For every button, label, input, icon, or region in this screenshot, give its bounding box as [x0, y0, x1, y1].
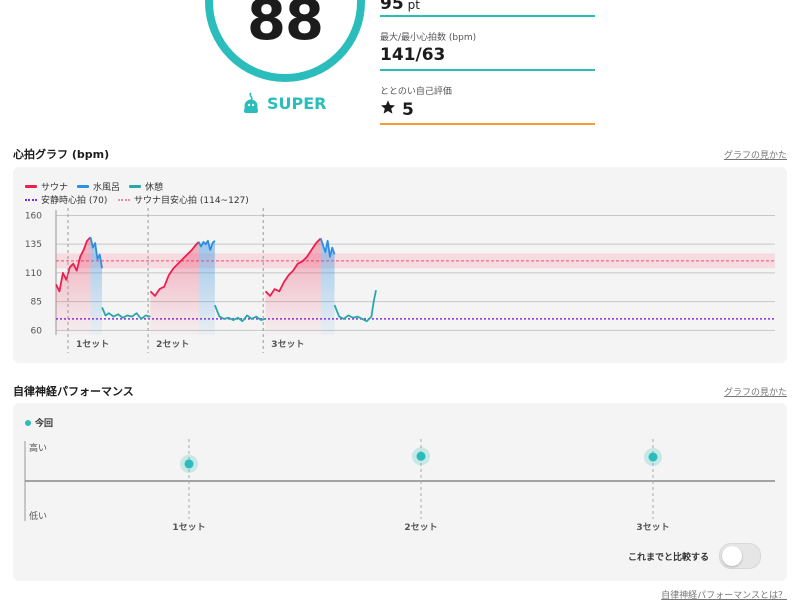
rest-series-line — [333, 289, 377, 323]
compare-label: これまでと比較する — [627, 553, 709, 563]
dot-icon — [25, 419, 31, 426]
sauna-series-line — [55, 236, 92, 293]
legend-resting-hr: 安静時心拍 (70) — [25, 193, 107, 206]
max-min-hr-value: 141/63 — [380, 45, 446, 65]
x-category-label: 3セット — [636, 522, 669, 533]
sauna-area — [56, 237, 91, 335]
stat-divider — [380, 15, 595, 17]
ans-title: 自律神経パフォーマンス — [13, 385, 134, 398]
rest-series-line — [214, 304, 266, 323]
y-tick-label: 160 — [25, 211, 42, 221]
y-label-high: 高い — [29, 442, 47, 454]
ans-help-link[interactable]: グラフの見かた — [723, 388, 787, 398]
y-tick-label: 60 — [31, 326, 43, 336]
y-tick-label: 85 — [31, 298, 42, 308]
data-point — [416, 451, 426, 461]
rank-badge: SUPER — [241, 92, 327, 114]
x-category-label: 1セット — [172, 522, 205, 533]
hr-graph-card: サウナ 水風呂 休憩 安静時心拍 (70) サウナ目安心拍 (114~127) … — [13, 167, 787, 363]
sauna-area — [265, 238, 321, 335]
total-score: 88 — [247, 0, 324, 53]
compare-toggle[interactable] — [719, 543, 761, 569]
legend-water: 水風呂 — [77, 180, 120, 193]
x-category-label: 2セット — [404, 522, 437, 533]
stat-divider — [380, 123, 595, 125]
y-tick-label: 135 — [25, 240, 42, 250]
water-series-line — [319, 238, 336, 258]
water-series-line — [197, 239, 216, 251]
hr-graph-title: 心拍グラフ (bpm) — [13, 148, 110, 161]
hr-chart: 160 135 110 85 60 1セット 2セット 3セット — [25, 208, 775, 353]
score-points-value: 95 — [380, 0, 404, 14]
star-icon — [380, 99, 396, 120]
sauna-area — [150, 241, 199, 335]
legend-current: 今回 — [25, 416, 53, 429]
max-min-hr-label: 最大/最小心拍数 (bpm) — [380, 33, 477, 43]
legend-rest: 休憩 — [129, 180, 163, 193]
sauna-series-line — [264, 237, 322, 297]
sauna-stone-icon — [241, 92, 261, 114]
self-rating: 5 — [380, 99, 414, 120]
stat-divider — [380, 69, 595, 71]
set-label: 2セット — [156, 339, 189, 350]
score-points: 95 pt — [380, 0, 420, 14]
sauna-series-line — [149, 241, 200, 297]
ans-card: 今回 高い低い 1セット 2セット 3セット これまでと比較する — [13, 403, 787, 581]
legend-sauna: サウナ — [25, 180, 68, 193]
data-point — [648, 452, 658, 462]
y-label-low: 低い — [29, 510, 47, 522]
sauna-target-band — [56, 253, 775, 269]
set-label: 3セット — [271, 339, 304, 350]
water-series-line — [89, 237, 103, 269]
data-point — [184, 459, 194, 469]
self-rating-label: ととのい自己評価 — [380, 87, 452, 97]
hr-graph-help-link[interactable]: グラフの見かた — [723, 151, 787, 161]
score-points-unit: pt — [407, 0, 420, 12]
legend-sauna-target: サウナ目安心拍 (114~127) — [118, 193, 249, 206]
water-area — [198, 240, 215, 335]
water-area — [90, 237, 103, 335]
water-area — [320, 238, 335, 335]
rank-label: SUPER — [267, 93, 327, 113]
ans-about-link[interactable]: 自律神経パフォーマンスとは？ — [661, 591, 787, 601]
set-label: 1セット — [76, 339, 109, 350]
self-rating-value: 5 — [402, 99, 414, 120]
toggle-knob — [722, 546, 742, 566]
y-tick-label: 110 — [25, 269, 42, 279]
rest-series-line — [101, 307, 151, 320]
